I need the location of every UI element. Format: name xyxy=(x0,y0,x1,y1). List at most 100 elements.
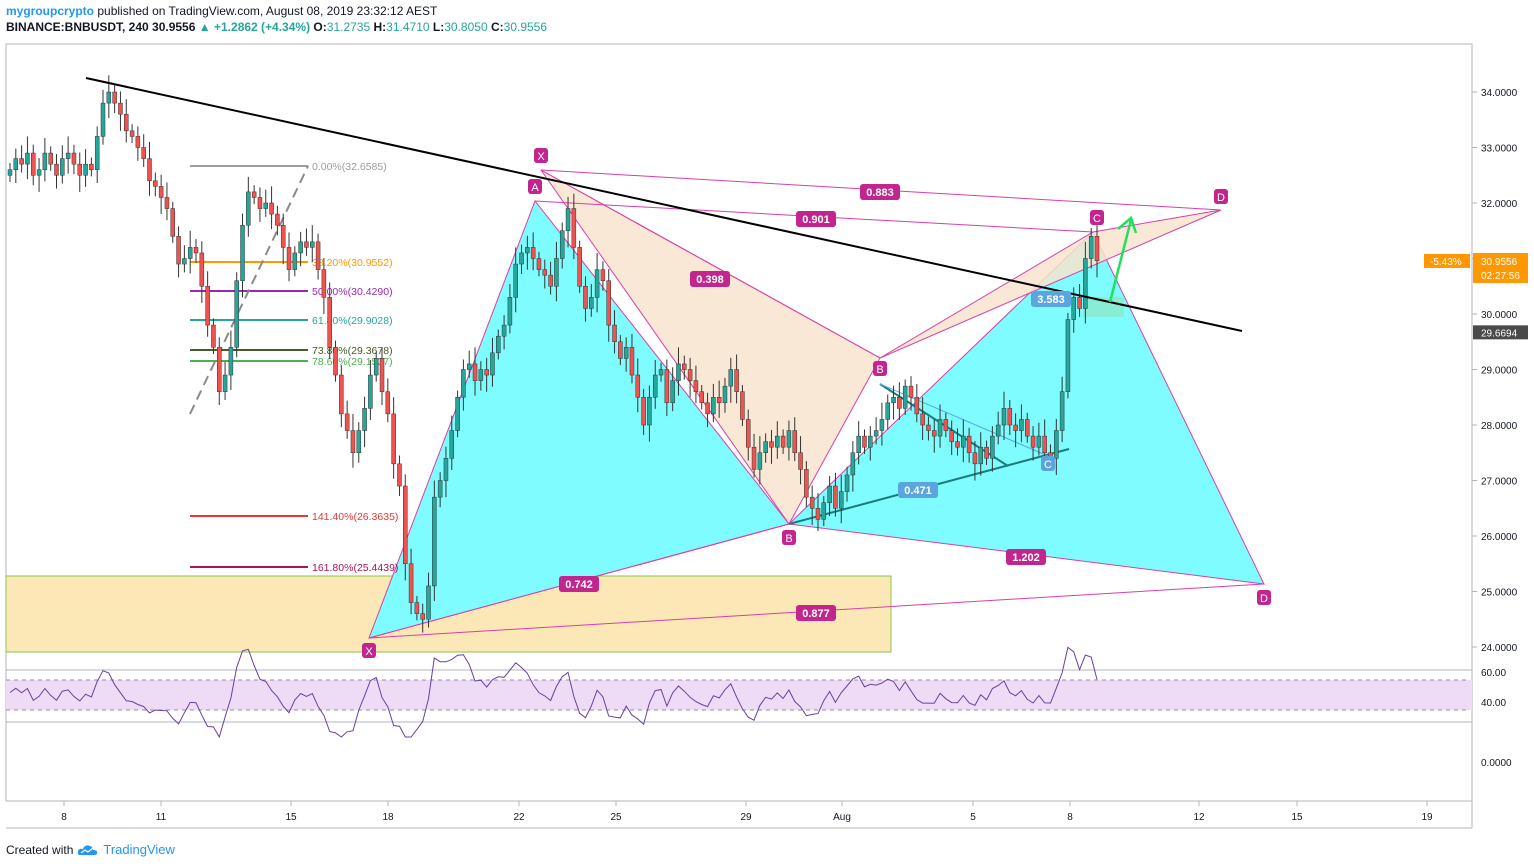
descending-trendline[interactable] xyxy=(85,77,1243,332)
pattern-point-badge xyxy=(1090,210,1104,225)
pattern-point-badge xyxy=(528,179,542,194)
candle-body xyxy=(949,430,954,442)
candle-body xyxy=(414,602,420,614)
candle-body xyxy=(908,385,914,398)
pattern-point-badge xyxy=(1257,590,1271,605)
price-tick-label: 25.0000 xyxy=(1481,588,1518,599)
candle-body xyxy=(763,441,768,453)
candle-body xyxy=(176,236,181,265)
upper-xb-line xyxy=(540,169,881,359)
low-label: L: xyxy=(432,20,445,34)
close-value: 30.9556 xyxy=(503,20,548,34)
candle-body xyxy=(990,435,995,459)
candle-body xyxy=(112,91,117,104)
candle-body xyxy=(833,485,838,509)
candle-body xyxy=(995,424,1001,437)
candle-body xyxy=(263,202,269,209)
candle-body xyxy=(455,397,460,431)
candle-body xyxy=(54,163,59,176)
candle-body xyxy=(205,286,210,326)
price-tick-label: 28.0000 xyxy=(1481,421,1518,432)
candle-body xyxy=(647,397,652,426)
ratio-label: 0.901 xyxy=(802,214,830,226)
last-price: 30.9556 xyxy=(152,20,196,34)
candle-body xyxy=(466,363,472,370)
candle-body xyxy=(164,197,170,209)
candle-body xyxy=(1088,236,1094,259)
candle-body xyxy=(280,224,286,248)
candle-body xyxy=(740,391,745,420)
price-axis[interactable]: 34.000033.000032.000031.000030.000029.00… xyxy=(1424,88,1528,654)
candle-body xyxy=(1036,435,1042,448)
candle-body xyxy=(1054,430,1059,459)
candle-body xyxy=(559,230,565,259)
candle-body xyxy=(827,485,832,503)
candle-body xyxy=(496,335,501,354)
price-tick-label: 27.0000 xyxy=(1481,477,1518,488)
candle-body xyxy=(1065,319,1071,392)
candle-body xyxy=(42,152,48,170)
point-labels: X A B C D X B C D xyxy=(362,148,1271,658)
candle-body xyxy=(36,169,42,176)
candle-body xyxy=(135,136,141,148)
pattern-point-badge xyxy=(782,530,796,545)
candle-body xyxy=(1013,424,1018,431)
candle-body xyxy=(1071,297,1076,320)
candle-body xyxy=(31,152,36,176)
candle-body xyxy=(920,413,925,426)
candle-body xyxy=(769,441,774,448)
candle-body xyxy=(25,152,30,165)
candle-body xyxy=(89,163,94,170)
ratio-badge xyxy=(796,211,836,227)
candle-body xyxy=(513,263,518,298)
candle-body xyxy=(385,391,391,415)
candle-body xyxy=(100,102,106,137)
candle-body xyxy=(339,374,344,415)
candle-body xyxy=(141,147,146,159)
tradingview-cloud-icon xyxy=(78,845,98,855)
pattern-point-badge xyxy=(873,361,887,376)
pattern-point-badge xyxy=(362,643,376,658)
candle-body xyxy=(350,430,356,453)
candle-body xyxy=(1042,435,1047,454)
time-tick-label: 25 xyxy=(610,812,622,823)
candle-body xyxy=(362,408,367,431)
symbol-label: BINANCE:BNBUSDT, 240 xyxy=(6,20,149,34)
author-link[interactable]: mygroupcrypto xyxy=(6,4,95,18)
footer: Created with TradingView xyxy=(6,840,175,860)
ratio-label: 3.583 xyxy=(1037,294,1065,306)
time-tick-label: 8 xyxy=(61,812,67,823)
ratio-badge xyxy=(898,482,938,498)
candle-body xyxy=(333,347,338,376)
inner-pattern-line xyxy=(879,383,1049,457)
candle-body xyxy=(408,563,414,603)
ratio-label: 1.202 xyxy=(1012,552,1040,564)
candle-body xyxy=(501,324,507,337)
candle-body xyxy=(327,297,332,348)
candle-body xyxy=(379,358,385,392)
candle-body xyxy=(257,197,263,209)
fib-level-label: 61.80%(29.9028) xyxy=(312,315,393,327)
time-tick-label: Aug xyxy=(833,812,851,823)
candle-body xyxy=(519,252,524,265)
candle-body xyxy=(484,369,489,376)
candle-body xyxy=(240,224,245,281)
time-axis[interactable]: 8 11 15 18 22 25 29 Aug 5 8 12 15 19 xyxy=(61,801,1433,823)
fib-retracement[interactable]: 0.00%(32.6585) 38.20%(30.9552) 50.00%(30.4… xyxy=(190,161,398,574)
candle-body xyxy=(187,247,193,259)
candle-body xyxy=(193,247,199,254)
candle-body xyxy=(612,324,617,343)
candle-body xyxy=(536,258,542,270)
forecast-arrow[interactable] xyxy=(1108,215,1138,303)
candle-body xyxy=(530,247,536,259)
candle-body xyxy=(60,158,65,176)
candle-body xyxy=(775,435,780,448)
candle-body xyxy=(885,402,890,420)
candle-body xyxy=(629,347,635,376)
rsi-tick-label: 60.00 xyxy=(1481,668,1506,679)
ratio-badge xyxy=(1006,549,1046,565)
candle-body xyxy=(432,496,437,587)
candle-body xyxy=(461,369,466,398)
tradingview-brand[interactable]: TradingView xyxy=(103,842,175,857)
